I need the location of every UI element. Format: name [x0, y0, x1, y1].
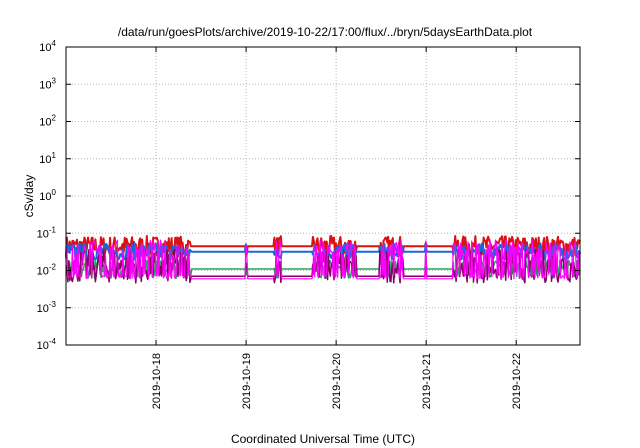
x-tick-label: 2019-10-19 [241, 353, 253, 409]
y-tick-label: 101 [39, 151, 56, 166]
x-axis-label: Coordinated Universal Time (UTC) [231, 432, 415, 446]
x-axis: 2019-10-18 2019-10-19 2019-10-20 2019-10-21… [151, 47, 523, 409]
x-tick-label: 2019-10-22 [511, 353, 523, 409]
y-axis: 10-4 10-3 10-2 10-1 100 101 102 103 104 [37, 39, 580, 352]
y-tick-label: 10-1 [37, 225, 57, 240]
data-series [65, 235, 581, 284]
y-tick-label: 10-2 [37, 263, 57, 278]
x-tick-label: 2019-10-18 [151, 353, 163, 409]
y-tick-label: 10-4 [37, 337, 57, 352]
y-tick-label: 100 [39, 188, 56, 203]
grid-lines [66, 46, 580, 346]
y-tick-label: 103 [39, 76, 56, 91]
series-magenta [65, 239, 581, 280]
x-tick-label: 2019-10-20 [331, 353, 343, 409]
chart-title: /data/run/goesPlots/archive/2019-10-22/1… [118, 25, 533, 39]
y-tick-label: 104 [39, 39, 56, 54]
x-tick-label: 2019-10-21 [421, 353, 433, 409]
y-tick-label: 102 [39, 114, 56, 129]
y-tick-label: 10-3 [37, 300, 57, 315]
plot-frame [65, 46, 581, 346]
y-axis-label: cSv/day [22, 175, 36, 218]
